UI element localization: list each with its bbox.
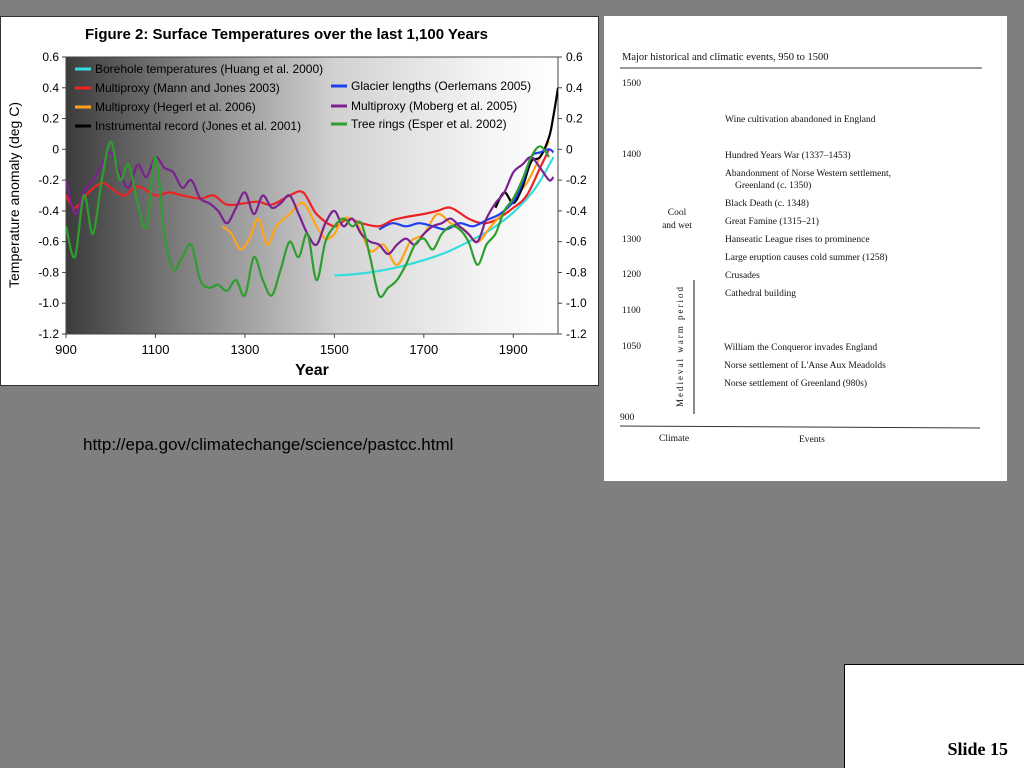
x-tick-label: 900 (55, 342, 77, 357)
y-tick-label-right: 0 (566, 142, 573, 156)
climate-warm-label: Medieval warm period (675, 285, 685, 407)
x-tick-label: 1900 (499, 342, 528, 357)
climate-cool-line2: and wet (662, 221, 692, 231)
legend-label: Instrumental record (Jones et al. 2001) (95, 119, 301, 133)
source-url[interactable]: http://epa.gov/climatechange/science/pas… (83, 435, 454, 454)
x-tick-label: 1300 (230, 342, 259, 357)
year-label-1100: 1100 (622, 306, 641, 316)
slide-number-box: Slide 15 (844, 664, 1024, 768)
event-cathedral: Cathedral building (725, 289, 796, 299)
year-label-1200: 1200 (622, 270, 641, 280)
x-tick-label: 1500 (320, 342, 349, 357)
y-tick-label-right: -0.8 (566, 265, 587, 279)
event-eruption: Large eruption causes cold summer (1258) (725, 252, 888, 263)
x-axis-label: Year (295, 362, 329, 379)
legend-label: Borehole temperatures (Huang et al. 2000… (95, 62, 323, 76)
temperature-chart-panel: Figure 2: Surface Temperatures over the … (0, 16, 599, 386)
year-label-1400: 1400 (622, 150, 641, 160)
temperature-chart: Figure 2: Surface Temperatures over the … (6, 26, 587, 379)
y-tick-label-left: 0.6 (42, 50, 59, 64)
y-tick-label-right: -1.2 (566, 327, 587, 341)
series-line-5 (66, 151, 555, 256)
year-label-1500: 1500 (622, 79, 641, 89)
legend-label: Multiproxy (Moberg et al. 2005) (351, 99, 517, 113)
y-tick-label-left: -0.6 (38, 235, 59, 249)
year-label-900: 900 (620, 413, 635, 423)
chart-legend: Borehole temperatures (Huang et al. 2000… (75, 62, 531, 133)
events-figure: Major historical and climatic events, 95… (619, 52, 982, 445)
y-tick-label-left: -0.2 (38, 173, 59, 187)
legend-label: Multiproxy (Mann and Jones 2003) (95, 81, 280, 95)
event-hanseatic: Hanseatic League rises to prominence (725, 235, 870, 245)
y-tick-label-right: -0.6 (566, 235, 587, 249)
events-bottom-rule (619, 425, 981, 429)
year-label-1300: 1300 (622, 235, 641, 245)
y-tick-label-right: 0.2 (566, 112, 583, 126)
plot-area (65, 56, 559, 335)
climate-cool-line1: Cool (668, 208, 687, 218)
y-axis-right: 0.6 0.4 0.2 0 -0.2 -0.4 -0.6 -0.8 -1.0 -1.2 (558, 50, 587, 341)
x-axis: 900 1100 1300 1500 1700 1900 (55, 334, 528, 357)
series-line-2 (221, 141, 551, 266)
event-greenland: Norse settlement of Greenland (980s) (724, 378, 867, 389)
series-line-4 (378, 148, 555, 231)
footer-climate: Climate (659, 434, 689, 444)
y-tick-label-right: -0.4 (566, 204, 587, 218)
events-title: Major historical and climatic events, 95… (622, 52, 828, 63)
event-norse-abandon-1: Abandonment of Norse Western settlement, (725, 168, 891, 179)
series-line-6 (66, 140, 550, 298)
event-wine: Wine cultivation abandoned in England (725, 115, 876, 125)
chart-title: Figure 2: Surface Temperatures over the … (85, 26, 488, 43)
y-tick-label-left: 0.2 (42, 112, 59, 126)
slide-number: Slide 15 (947, 739, 1008, 759)
footer-events: Events (799, 435, 825, 445)
y-axis-left: 0.6 0.4 0.2 0 -0.2 -0.4 -0.6 -0.8 -1.0 -1.2 (38, 50, 66, 341)
y-tick-label-right: -0.2 (566, 173, 587, 187)
year-label-1050: 1050 (622, 342, 641, 352)
event-norse-abandon-2: Greenland (c. 1350) (735, 180, 811, 191)
event-william: William the Conqueror invades England (724, 343, 877, 353)
event-crusades: Crusades (725, 271, 760, 281)
legend-label: Tree rings (Esper et al. 2002) (351, 117, 507, 131)
event-lanse: Norse settlement of L'Anse Aux Meadolds (724, 360, 886, 371)
historical-events-panel: Major historical and climatic events, 95… (604, 16, 1007, 481)
x-tick-label: 1700 (409, 342, 438, 357)
y-tick-label-left: 0 (52, 142, 59, 156)
y-axis-label: Temperature anomaly (deg C) (6, 102, 22, 288)
y-tick-label-right: 0.4 (566, 81, 583, 95)
y-tick-label-right: -1.0 (566, 296, 587, 310)
event-black-death: Black Death (c. 1348) (725, 198, 809, 209)
y-tick-label-left: 0.4 (42, 81, 59, 95)
y-tick-label-left: -1.0 (38, 296, 59, 310)
event-great-famine: Great Famine (1315–21) (725, 216, 819, 227)
event-hundred-years-war: Hundred Years War (1337–1453) (725, 150, 851, 161)
y-tick-label-right: 0.6 (566, 50, 583, 64)
series-line-3 (494, 87, 558, 209)
x-tick-label: 1100 (141, 342, 169, 357)
y-tick-label-left: -0.4 (38, 204, 59, 218)
legend-label: Glacier lengths (Oerlemans 2005) (351, 79, 531, 93)
y-tick-label-left: -0.8 (38, 265, 59, 279)
legend-label: Multiproxy (Hegerl et al. 2006) (95, 100, 256, 114)
series-group (66, 87, 558, 298)
y-tick-label-left: -1.2 (38, 327, 59, 341)
